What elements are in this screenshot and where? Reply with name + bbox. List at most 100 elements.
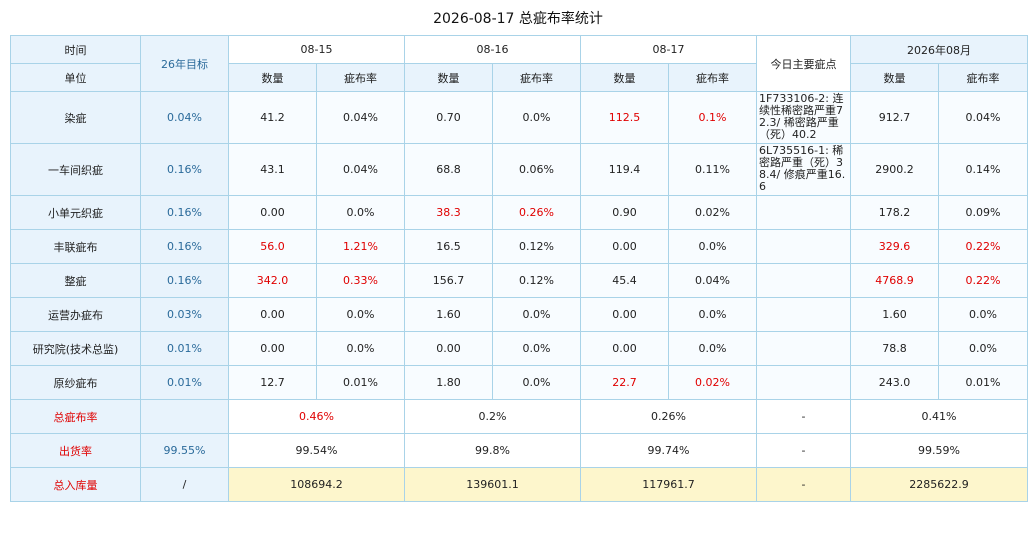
cell-month-qty: 4768.9 <box>850 263 939 298</box>
cell-rate: 0.0% <box>316 297 405 332</box>
cell-qty: 22.7 <box>580 365 669 400</box>
header-qty: 数量 <box>228 63 317 92</box>
cell-defect-note: 1F733106-2: 连续性稀密路严重72.3/ 稀密路严重（死）40.2 <box>756 91 851 144</box>
row-label: 整疵 <box>10 263 141 298</box>
cell-qty: 156.7 <box>404 263 493 298</box>
stock-note: - <box>756 467 851 502</box>
cell-rate: 0.0% <box>492 365 581 400</box>
cell-defect-note <box>756 365 851 400</box>
cell-qty: 12.7 <box>228 365 317 400</box>
row-label: 研究院(技术总监) <box>10 331 141 366</box>
cell-rate: 0.04% <box>316 143 405 196</box>
row-label: 运营办疵布 <box>10 297 141 332</box>
header-rate: 疵布率 <box>492 63 581 92</box>
header-defects: 今日主要疵点 <box>756 35 851 92</box>
cell-rate: 0.02% <box>668 195 757 230</box>
cell-rate: 0.0% <box>492 297 581 332</box>
cell-defect-note <box>756 195 851 230</box>
cell-qty: 1.80 <box>404 365 493 400</box>
cell-rate: 0.0% <box>668 331 757 366</box>
cell-qty: 0.00 <box>580 331 669 366</box>
ship-rate-note: - <box>756 433 851 468</box>
cell-qty: 1.60 <box>404 297 493 332</box>
row-target: 0.04% <box>140 91 229 144</box>
header-target: 26年目标 <box>140 35 229 92</box>
cell-qty: 342.0 <box>228 263 317 298</box>
cell-rate: 0.12% <box>492 229 581 264</box>
total-rate-day-1: 0.46% <box>228 399 405 434</box>
cell-qty: 0.00 <box>228 195 317 230</box>
total-rate-day-2: 0.2% <box>404 399 581 434</box>
cell-rate: 0.0% <box>668 297 757 332</box>
ship-rate-month: 99.59% <box>850 433 1028 468</box>
row-label: 小单元织疵 <box>10 195 141 230</box>
header-rate: 疵布率 <box>316 63 405 92</box>
header-date-2: 08-16 <box>404 35 581 64</box>
row-label: 一车间织疵 <box>10 143 141 196</box>
stock-day-1: 108694.2 <box>228 467 405 502</box>
row-target: 0.16% <box>140 143 229 196</box>
cell-rate: 0.0% <box>316 195 405 230</box>
cell-rate: 0.01% <box>316 365 405 400</box>
cell-qty: 56.0 <box>228 229 317 264</box>
cell-defect-note <box>756 297 851 332</box>
cell-month-qty: 912.7 <box>850 91 939 144</box>
cell-qty: 0.00 <box>228 331 317 366</box>
cell-qty: 43.1 <box>228 143 317 196</box>
ship-rate-day-1: 99.54% <box>228 433 405 468</box>
total-rate-day-3: 0.26% <box>580 399 757 434</box>
cell-rate: 0.0% <box>492 331 581 366</box>
header-time: 时间 <box>10 35 141 64</box>
row-target: 0.03% <box>140 297 229 332</box>
row-target: 0.01% <box>140 365 229 400</box>
ship-rate-day-2: 99.8% <box>404 433 581 468</box>
cell-qty: 0.00 <box>404 331 493 366</box>
total-rate-label: 总疵布率 <box>10 399 141 434</box>
total-rate-month: 0.41% <box>850 399 1028 434</box>
row-target: 0.16% <box>140 195 229 230</box>
cell-rate: 0.0% <box>316 331 405 366</box>
cell-rate: 0.04% <box>668 263 757 298</box>
header-month: 2026年08月 <box>850 35 1028 64</box>
cell-qty: 112.5 <box>580 91 669 144</box>
cell-qty: 0.00 <box>580 297 669 332</box>
cell-month-rate: 0.14% <box>938 143 1028 196</box>
cell-defect-note <box>756 331 851 366</box>
cell-rate: 0.11% <box>668 143 757 196</box>
cell-qty: 0.00 <box>228 297 317 332</box>
header-date-3: 08-17 <box>580 35 757 64</box>
header-date-1: 08-15 <box>228 35 405 64</box>
header-qty: 数量 <box>850 63 939 92</box>
header-qty: 数量 <box>404 63 493 92</box>
cell-month-rate: 0.04% <box>938 91 1028 144</box>
total-rate-target <box>140 399 229 434</box>
stock-label: 总入库量 <box>10 467 141 502</box>
cell-rate: 0.1% <box>668 91 757 144</box>
cell-defect-note <box>756 229 851 264</box>
cell-defect-note <box>756 263 851 298</box>
cell-qty: 16.5 <box>404 229 493 264</box>
cell-rate: 0.33% <box>316 263 405 298</box>
cell-qty: 38.3 <box>404 195 493 230</box>
cell-rate: 0.04% <box>316 91 405 144</box>
stock-target: / <box>140 467 229 502</box>
header-rate: 疵布率 <box>938 63 1028 92</box>
stock-month: 2285622.9 <box>850 467 1028 502</box>
ship-rate-day-3: 99.74% <box>580 433 757 468</box>
cell-month-qty: 78.8 <box>850 331 939 366</box>
cell-month-rate: 0.22% <box>938 229 1028 264</box>
cell-qty: 45.4 <box>580 263 669 298</box>
cell-rate: 0.12% <box>492 263 581 298</box>
cell-qty: 0.70 <box>404 91 493 144</box>
header-rate: 疵布率 <box>668 63 757 92</box>
report-title: 2026-08-17 总疵布率统计 <box>433 11 603 27</box>
cell-rate: 0.06% <box>492 143 581 196</box>
cell-qty: 119.4 <box>580 143 669 196</box>
cell-month-qty: 1.60 <box>850 297 939 332</box>
row-label: 原纱疵布 <box>10 365 141 400</box>
cell-month-qty: 243.0 <box>850 365 939 400</box>
cell-month-qty: 329.6 <box>850 229 939 264</box>
cell-qty: 0.90 <box>580 195 669 230</box>
row-label: 丰联疵布 <box>10 229 141 264</box>
cell-month-rate: 0.22% <box>938 263 1028 298</box>
